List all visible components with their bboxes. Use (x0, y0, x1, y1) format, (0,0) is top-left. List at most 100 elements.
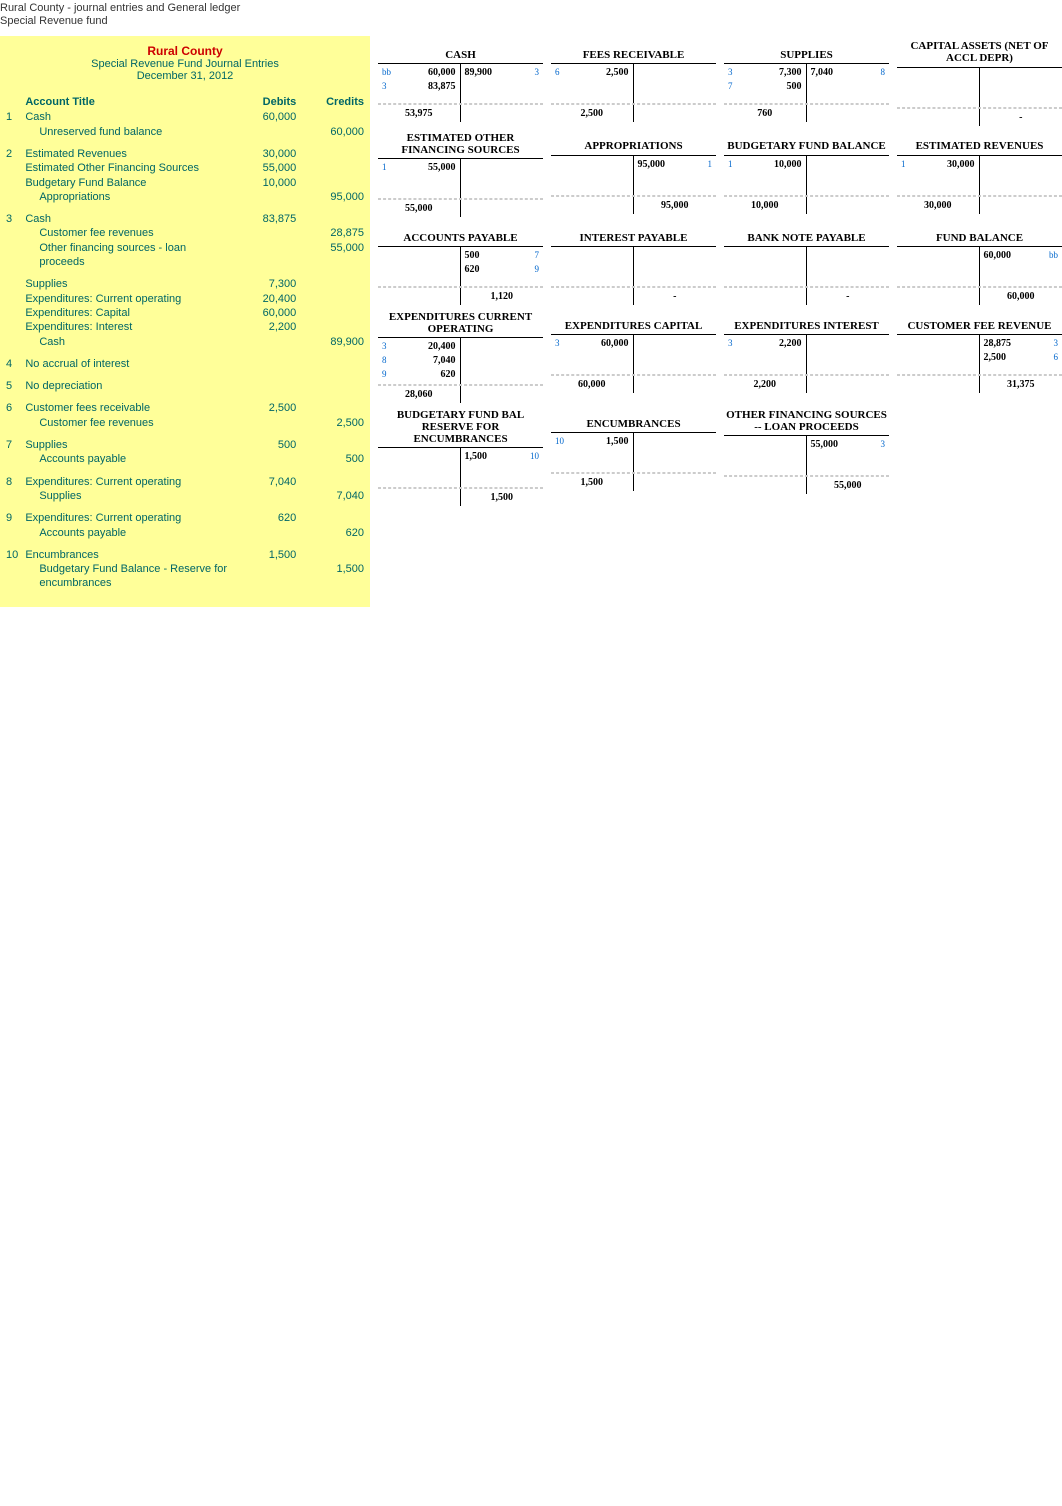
credit-amt (296, 147, 364, 161)
t-total-right: 95,000 (634, 197, 717, 214)
entry-num (6, 416, 25, 430)
journal-entry: Supplies7,300Expenditures: Current opera… (6, 277, 364, 348)
t-total-left (897, 376, 980, 393)
journal-entry: 8Expenditures: Current operating7,040Sup… (6, 475, 364, 504)
ref: 8 (382, 354, 387, 368)
entry-num: 4 (6, 357, 25, 371)
t-left (724, 247, 807, 286)
journal-line: Customer fee revenues 2,500 (6, 416, 364, 430)
ref: 1 (901, 158, 906, 172)
t-entry: 60,000bb (984, 249, 1059, 263)
ref: 7 (535, 249, 540, 263)
ref: 10 (555, 435, 564, 449)
credit-amt (296, 306, 364, 320)
t-entry: 500 7 (465, 249, 540, 263)
t-total-right: 60,000 (980, 288, 1062, 305)
credit-amt (296, 357, 364, 371)
journal-title3: December 31, 2012 (6, 70, 364, 82)
t-total-left (551, 288, 634, 305)
t-account-title: FUND BALANCE (897, 223, 1062, 247)
amt: 500 (465, 249, 480, 263)
t-entry: 89,9003 (465, 66, 540, 80)
entry-num (6, 125, 25, 139)
credit-amt: 28,875 (296, 226, 364, 240)
debit-amt (229, 226, 297, 240)
ref: bb (1049, 249, 1058, 263)
t-body: 62,500 (551, 64, 716, 104)
journal-entry: 4No accrual of interest (6, 357, 364, 371)
entry-num (6, 306, 25, 320)
journal-line: Expenditures: Capital60,000 (6, 306, 364, 320)
ref: 9 (382, 368, 387, 382)
entry-num (6, 292, 25, 306)
ledger-row: BUDGETARY FUND BAL RESERVE FOR ENCUMBRAN… (378, 409, 1062, 506)
journal-line: Supplies7,040 (6, 489, 364, 503)
t-body: 320,40087,0409620 (378, 338, 543, 385)
ref: bb (382, 66, 391, 80)
account-title: Customer fee revenues (25, 416, 228, 430)
amt: 7,300 (779, 66, 802, 80)
t-body (724, 247, 889, 287)
t-right (634, 247, 717, 286)
t-body: 155,000 (378, 159, 543, 199)
debit-amt: 20,400 (229, 292, 297, 306)
ref: 6 (555, 66, 560, 80)
t-entry: 9620 (382, 368, 456, 382)
t-account: FUND BALANCE 60,000bb 60,000 (897, 223, 1062, 305)
t-right: 1,50010 (461, 448, 544, 487)
journal-line: 1Cash60,000 (6, 110, 364, 124)
journal-header: Rural County Special Revenue Fund Journa… (6, 44, 364, 82)
amt: 1,500 (465, 450, 488, 464)
debit-amt (229, 241, 297, 270)
debit-amt (229, 489, 297, 503)
account-title: Estimated Other Financing Sources (25, 161, 228, 175)
header-line1: Rural County - journal entries and Gener… (0, 2, 1062, 15)
account-title: Supplies (25, 438, 228, 452)
account-title: Other financing sources - loan proceeds (25, 241, 228, 270)
journal-entry: 10Encumbrances1,500Budgetary Fund Balanc… (6, 548, 364, 591)
t-account-title: EXPENDITURES CURRENT OPERATING (378, 311, 543, 338)
credit-amt: 2,500 (296, 416, 364, 430)
entry-num (6, 526, 25, 540)
t-account: EXPENDITURES INTEREST32,2002,200 (724, 311, 889, 403)
debit-amt: 83,875 (229, 212, 297, 226)
t-entry: 2,5006 (984, 351, 1059, 365)
journal-entry: 5No depreciation (6, 379, 364, 393)
t-right: 55,0003 (807, 436, 890, 475)
t-left: 155,000 (378, 159, 461, 198)
journal-line: 2Estimated Revenues30,000 (6, 147, 364, 161)
t-entry: 32,200 (728, 337, 802, 351)
t-body: 60,000bb (897, 247, 1062, 287)
t-body: 55,0003 (724, 436, 889, 476)
ref: 9 (535, 263, 540, 277)
entry-num (6, 320, 25, 334)
journal-line: Budgetary Fund Balance10,000 (6, 176, 364, 190)
ref: 1 (382, 161, 387, 175)
account-title: Budgetary Fund Balance (25, 176, 228, 190)
t-total-right (807, 376, 890, 393)
t-account: ACCOUNTS PAYABLE500762091,120 (378, 223, 543, 305)
debit-amt (229, 190, 297, 204)
t-right: 28,87532,5006 (980, 335, 1062, 374)
t-total-right (461, 386, 544, 403)
entry-num (6, 226, 25, 240)
ref: 8 (881, 66, 886, 80)
t-account: EXPENDITURES CAPITAL360,00060,000 (551, 311, 716, 403)
col-debits: Debits (229, 96, 297, 108)
t-account: EXPENDITURES CURRENT OPERATING320,40087,… (378, 311, 543, 403)
t-body: 95,0001 (551, 156, 716, 196)
debit-amt (229, 416, 297, 430)
journal-entry: 6Customer fees receivable2,500Customer f… (6, 401, 364, 430)
t-right (807, 247, 890, 286)
t-body: 28,87532,5006 (897, 335, 1062, 375)
debit-amt: 10,000 (229, 176, 297, 190)
debit-amt: 60,000 (229, 110, 297, 124)
credit-amt (296, 176, 364, 190)
t-account-title: BANK NOTE PAYABLE (724, 223, 889, 247)
journal-entry: 9Expenditures: Current operating620Accou… (6, 511, 364, 540)
journal-title2: Special Revenue Fund Journal Entries (6, 58, 364, 70)
t-account: BUDGETARY FUND BALANCE110,00010,000 (724, 132, 889, 217)
debit-amt (229, 562, 297, 591)
credit-amt (296, 511, 364, 525)
debit-amt (229, 125, 297, 139)
